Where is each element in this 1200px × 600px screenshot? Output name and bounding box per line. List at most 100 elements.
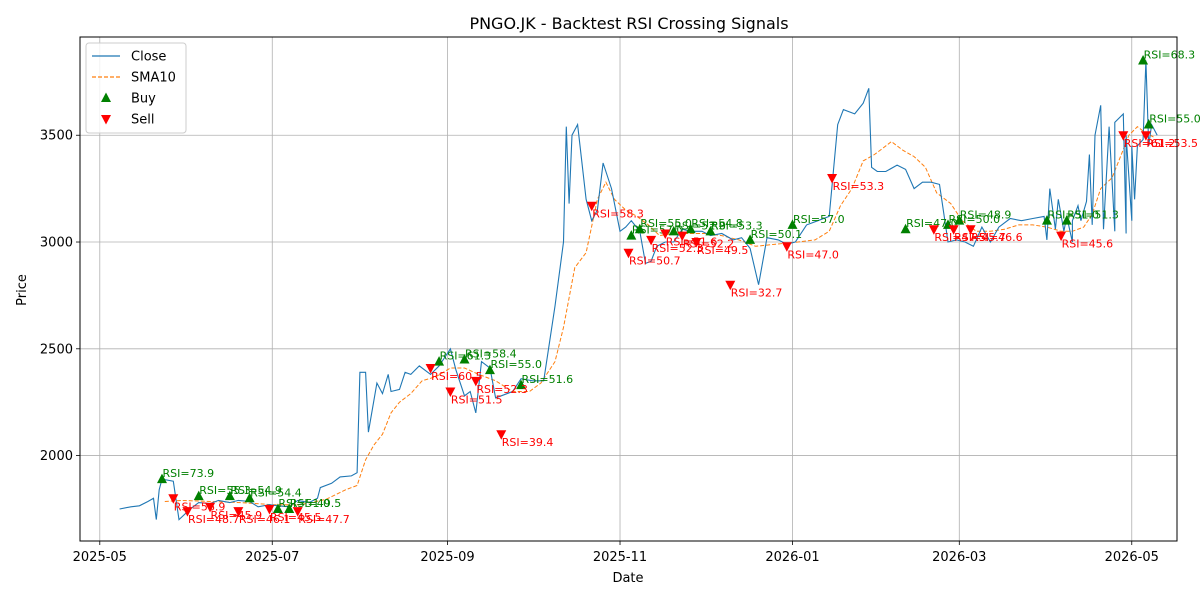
buy-label: RSI=55.0 [490,358,542,371]
buy-marker [705,225,716,236]
sell-label: RSI=45.7 [954,231,1006,244]
x-axis-ticks: 2025-05 2025-07 2025-09 2025-11 2026-01 2026-… [73,541,1159,565]
buy-marker [272,503,283,513]
sell-marker [948,225,959,235]
buy-label: RSI=54.9 [230,484,282,497]
y-axis-ticks: 2000 2500 3000 3500 [40,129,80,464]
sell-marker [496,430,507,440]
y-tick-label: 2500 [40,342,73,357]
grid [80,37,1177,541]
buy-label: RSI=54.8 [691,217,743,230]
buy-label: RSI=50.1 [751,228,803,241]
sell-label: RSI=50.7 [629,255,681,268]
buy-label: RSI=53.3 [711,219,763,232]
sell-marker [928,225,939,235]
sell-label: RSI=61.2 [1124,137,1176,150]
legend-label: SMA10 [131,71,176,86]
buy-marker [516,379,527,390]
sell-label: RSI=52.3 [652,242,704,255]
legend-sell-swatch [101,115,111,125]
sell-label: RSI=46.1 [239,513,291,526]
sell-marker [827,173,838,184]
sell-label: RSI=51.6 [666,235,718,248]
sell-marker [660,229,671,239]
sell-label: RSI=39.4 [502,436,554,449]
legend-label: Close [131,50,166,65]
buy-label: RSI=58.4 [465,347,517,360]
y-tick-label: 2000 [40,449,73,464]
y-axis-label: Price [15,274,30,306]
sell-marker [1056,231,1067,242]
sell-marker [292,507,303,517]
buy-marker [434,356,445,366]
sell-marker [168,494,179,504]
series-close-line [119,60,1158,521]
legend: Close SMA10 Buy Sell [85,42,187,134]
x-tick-label: 2025-09 [420,550,474,565]
sell-marker [725,280,736,291]
buy-label: RSI=54.4 [250,486,302,499]
buy-marker [459,353,470,364]
x-tick-label: 2026-05 [1105,550,1159,565]
x-axis-label: Date [612,571,643,586]
sell-label: RSI=45.6 [1062,238,1114,251]
sell-marker [182,507,193,517]
sell-marker [1140,131,1151,141]
buy-marker [1143,119,1154,129]
buy-label: RSI=49.5 [290,497,342,510]
sell-label: RSI=47.5 [934,231,986,244]
legend-buy-swatch [101,92,111,102]
sell-label: RSI=45.9 [211,509,263,522]
buy-marker [745,234,756,244]
sell-marker [646,235,657,246]
buy-label: RSI=68.3 [1144,48,1196,61]
buy-marker [685,223,696,234]
sell-label: RSI=47.7 [298,513,350,526]
sell-marker [623,248,634,259]
buy-marker [244,492,255,503]
buy-label: RSI=55.0 [640,217,692,230]
buy-label: RSI=55.0 [1149,113,1200,126]
buy-marker [900,223,911,234]
plot-frame [79,36,1178,542]
legend-label: Sell [131,113,154,128]
y-tick-label: 3500 [40,129,73,144]
x-tick-label: 2025-11 [593,550,647,565]
sell-marker [781,242,792,252]
sell-marker [1118,131,1129,141]
buy-label: RSI=51.6 [522,373,574,386]
legend-label: Buy [131,92,156,107]
sell-marker [264,504,275,515]
sell-label: RSI=49.5 [697,244,749,257]
buy-marker [156,473,167,484]
sell-label: RSI=47.0 [787,248,839,261]
chart-title: PNGO.JK - Backtest RSI Crossing Signals [469,14,788,33]
sell-marker [965,225,976,235]
buy-marker [284,503,295,513]
x-tick-label: 2025-07 [245,550,299,565]
buy-label: RSI=52.0 [674,219,726,232]
buy-label: RSI=48.9 [960,209,1012,222]
sell-marker [586,201,597,212]
buy-marker [954,215,965,225]
series-sma10-line [164,126,1155,506]
sell-marker [425,364,436,374]
sell-marker [677,231,688,242]
legend-box [85,42,187,134]
sell-marker [691,238,702,248]
buy-marker [634,223,645,234]
sell-label: RSI=53.3 [833,180,885,193]
buy-label: RSI=73.9 [162,467,214,480]
buy-marker [1041,215,1052,225]
buy-marker [224,490,235,501]
sell-label: RSI=52.3 [476,383,528,396]
x-tick-label: 2025-05 [73,550,127,565]
y-tick-label: 3000 [40,236,73,251]
sell-marker [470,376,481,387]
sell-label: RSI=45.5 [270,511,322,524]
sell-label: RSI=46.6 [971,231,1023,244]
plot-area: RSI=73.9RSI=55.3RSI=54.9RSI=54.4RSI=51.0… [119,48,1200,526]
sell-label: RSI=58.3 [592,208,644,221]
sell-label: RSI=32.7 [731,287,783,300]
